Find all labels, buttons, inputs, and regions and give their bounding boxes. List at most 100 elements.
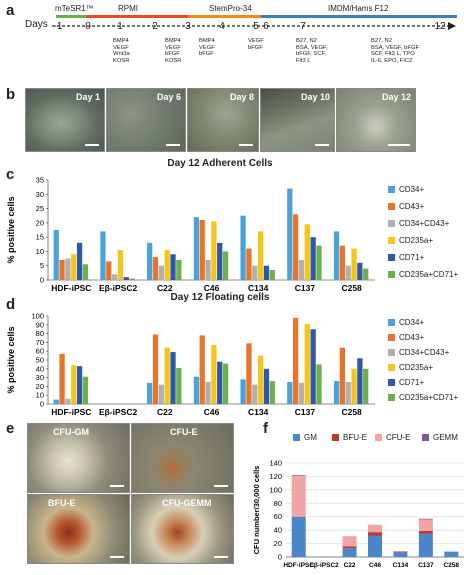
y-tick-label: 5 [40,261,44,270]
x-tick-label: C134 [248,283,269,293]
x-tick-label: Eβ-iPSC2 [99,407,138,417]
legend-label: CD43+ [399,202,425,211]
bar [293,214,299,280]
bar [304,323,310,404]
legend-label: CD235a+ [399,236,434,245]
x-tick-label: C258 [341,283,362,293]
x-tick-label: Eβ-iPSC2 [99,283,138,293]
legend-swatch [388,364,395,371]
y-tick-label: 20 [36,218,44,227]
bar [158,384,164,404]
x-tick-label: C46 [204,407,220,417]
stacked-bar-segment [291,516,306,557]
days-label: Days [25,19,48,30]
bar [117,250,124,280]
bar [211,221,217,280]
legend-label: CD43+ [399,333,425,342]
bar [357,262,363,280]
y-axis-label: CFU number/30,000 cells [252,466,261,555]
y-tick-label: 90 [36,320,44,329]
legend-swatch [422,434,429,441]
stacked-bar-segment [291,475,306,517]
legend-label: CD34+ [399,185,425,194]
y-tick-label: 70 [36,338,44,347]
bar [129,278,135,280]
y-tick-label: 40 [274,526,282,535]
day-tick-label: 2 [152,21,158,32]
stacked-bar-segment [342,548,357,557]
x-tick-label: C137 [418,562,434,569]
day-tick-label: 7 [300,21,306,32]
stacked-bar-segment [368,532,382,536]
bar [170,254,176,280]
bar [252,265,258,280]
bar [217,361,223,404]
bar [269,381,275,404]
stacked-bar-segment [418,519,433,531]
y-tick-label: 30 [36,373,44,382]
chart-d-title: Day 12 Floating cells [170,292,270,303]
scale-bar [239,144,253,146]
panel-f-label: f [263,420,268,437]
bar [211,345,217,404]
y-tick-label: 30 [36,190,44,199]
legend-label: GEMM [433,433,458,442]
bar [65,398,71,404]
x-tick-label: C258 [444,562,460,569]
photo-day10: Day 10 [260,88,335,152]
photo-cfu-e-label: CFU-E [170,427,198,437]
stacked-bar-segment [393,550,408,552]
y-tick-label: 20 [274,539,282,548]
scale-bar [110,556,124,558]
photo-cfu-gm-label: CFU-GM [53,427,89,437]
bar [257,355,264,404]
legend-entry: CD34+ [388,185,424,194]
photo-day6: Day 6 [106,88,186,152]
bar [351,368,357,404]
legend-entry: CD235a+CD71+ [388,393,458,402]
legend-entry: GEMM [422,433,458,442]
cytokines-day7-text: B27, N2 BSA, VEGF, bFGF SCF, Flt3 L, TPO… [371,38,419,65]
bar [310,329,316,404]
x-tick-label: Eβ-iPSC2 [310,562,340,569]
x-tick-label: C22 [157,283,173,293]
scale-bar [85,144,99,146]
bar [53,230,59,280]
bar [293,317,299,404]
legend-label: CD34+ [399,318,425,327]
stacked-bar-segment [368,535,382,557]
legend-label: CD235a+CD71+ [399,393,459,402]
legend-entry: CD34+CD43+ [388,219,449,228]
medium-mtesr: mTeSR1™ [55,4,94,13]
legend-swatch [388,319,395,326]
y-tick-label: 120 [269,472,282,481]
photo-cfu-e: CFU-E [131,423,234,493]
legend-swatch [375,434,382,441]
bar [106,261,112,280]
legend-label: GM [304,433,317,442]
stacked-bar-segment [418,533,433,557]
cytokines-day6-text: B27, N2 BSA, VEGF, bFGF, SCF, Flt3 L [296,38,328,65]
photo-day12: Day 12 [336,88,416,152]
legend-entry: GM [293,433,317,442]
y-tick-label: 25 [36,204,44,213]
day-tick-label: 6 [263,21,269,32]
bar [246,343,252,404]
bar [298,260,305,280]
photo-day1: Day 1 [25,88,105,152]
medium-imdm: IMDM/Hams F12 [328,4,389,13]
y-tick-label: 100 [269,485,282,494]
photo-cfu-gemm: CFU-GEMM [131,494,234,564]
bar [199,220,205,280]
legend-label: CFU-E [386,433,411,442]
bar [298,382,305,404]
day-tick-label: 0 [85,21,91,32]
panel-b-label: b [6,86,16,103]
y-tick-label: 100 [31,312,44,321]
legend-entry: CFU-E [375,433,410,442]
y-tick-label: 60 [36,347,44,356]
timeline-axis [52,22,456,30]
chart-f: CFU number/30,000 cells 0 20 40 60 80 100 120 14… [252,459,464,569]
photo-day8: Day 8 [187,88,259,152]
legend-swatch [388,394,395,401]
